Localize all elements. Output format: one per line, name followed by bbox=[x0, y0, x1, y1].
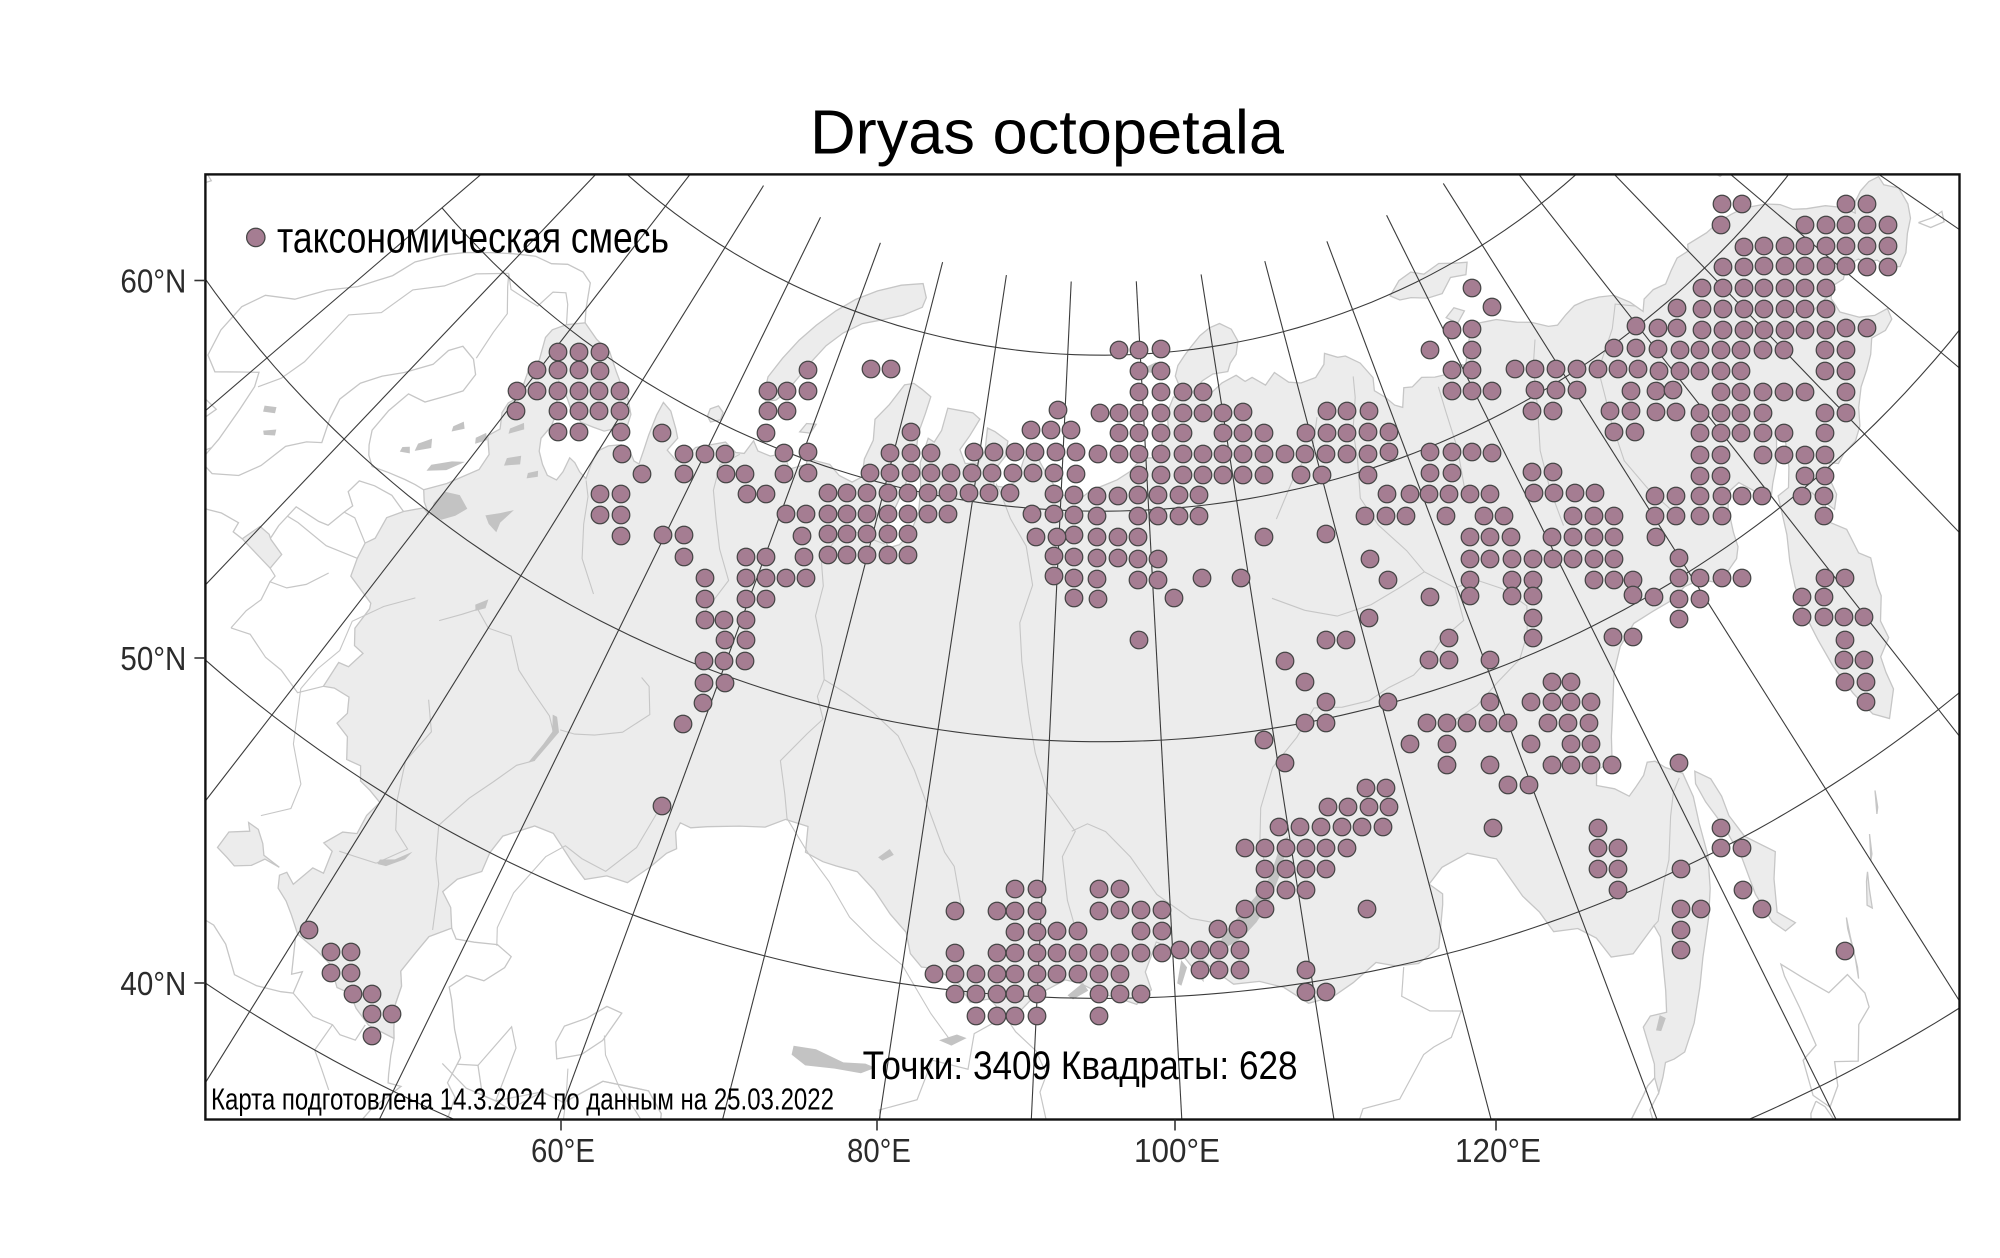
svg-text:50°N: 50°N bbox=[120, 640, 186, 677]
svg-text:Точки: 3409 Квадраты: 628: Точки: 3409 Квадраты: 628 bbox=[863, 1044, 1298, 1088]
svg-text:40°N: 40°N bbox=[120, 965, 186, 1002]
svg-text:80°E: 80°E bbox=[847, 1132, 911, 1169]
svg-text:таксономическая смесь: таксономическая смесь bbox=[277, 214, 669, 263]
svg-text:60°E: 60°E bbox=[531, 1132, 595, 1169]
svg-text:100°E: 100°E bbox=[1134, 1132, 1220, 1169]
svg-text:Dryas octopetala: Dryas octopetala bbox=[810, 99, 1285, 168]
svg-text:60°N: 60°N bbox=[120, 263, 186, 300]
svg-text:120°E: 120°E bbox=[1455, 1132, 1541, 1169]
svg-text:Карта подготовлена 14.3.2024 п: Карта подготовлена 14.3.2024 по данным н… bbox=[211, 1082, 834, 1117]
